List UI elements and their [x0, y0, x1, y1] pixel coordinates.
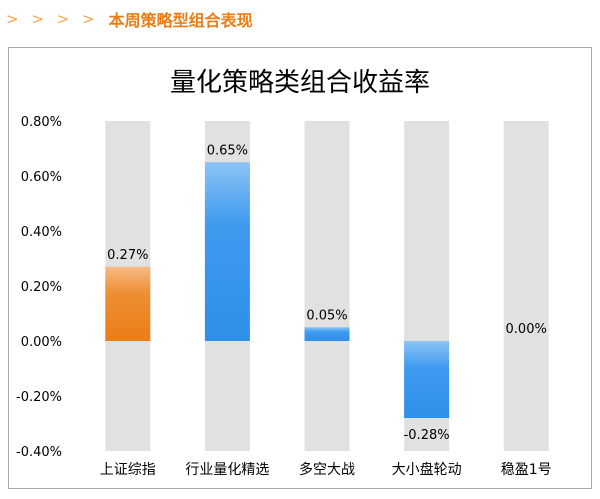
y-tick-label: 0.40%: [21, 225, 62, 240]
x-tick-label: 大小盘轮动: [392, 461, 462, 478]
y-tick-label: 0.60%: [21, 170, 62, 185]
x-tick-label: 行业量化精选: [185, 462, 269, 478]
bar: [404, 341, 450, 418]
bar: [105, 266, 151, 341]
bar: [304, 327, 350, 341]
x-tick-label: 稳盈1号: [501, 462, 552, 478]
x-tick-label: 多空大战: [299, 461, 355, 478]
bar: [204, 162, 250, 341]
x-tick-label: 上证综指: [100, 462, 156, 478]
section-header: > > > > 本周策略型组合表现: [6, 6, 596, 32]
chevron-right-icon: > > > >: [6, 10, 99, 28]
y-tick-label: -0.20%: [16, 390, 62, 405]
y-tick-label: 0.20%: [21, 280, 62, 295]
y-tick-label: -0.40%: [16, 445, 62, 460]
data-label: 0.05%: [306, 308, 347, 323]
data-label: 0.27%: [107, 248, 148, 263]
data-label: -0.28%: [404, 428, 450, 443]
section-title: 本周策略型组合表现: [108, 11, 253, 30]
bar-track: [304, 121, 350, 451]
y-tick-label: 0.00%: [21, 335, 62, 350]
chart-title: 量化策略类组合收益率: [169, 68, 430, 98]
y-tick-label: 0.80%: [21, 115, 62, 130]
data-label: 0.65%: [207, 143, 248, 158]
data-label: 0.00%: [506, 322, 547, 337]
bar-track: [503, 121, 549, 451]
